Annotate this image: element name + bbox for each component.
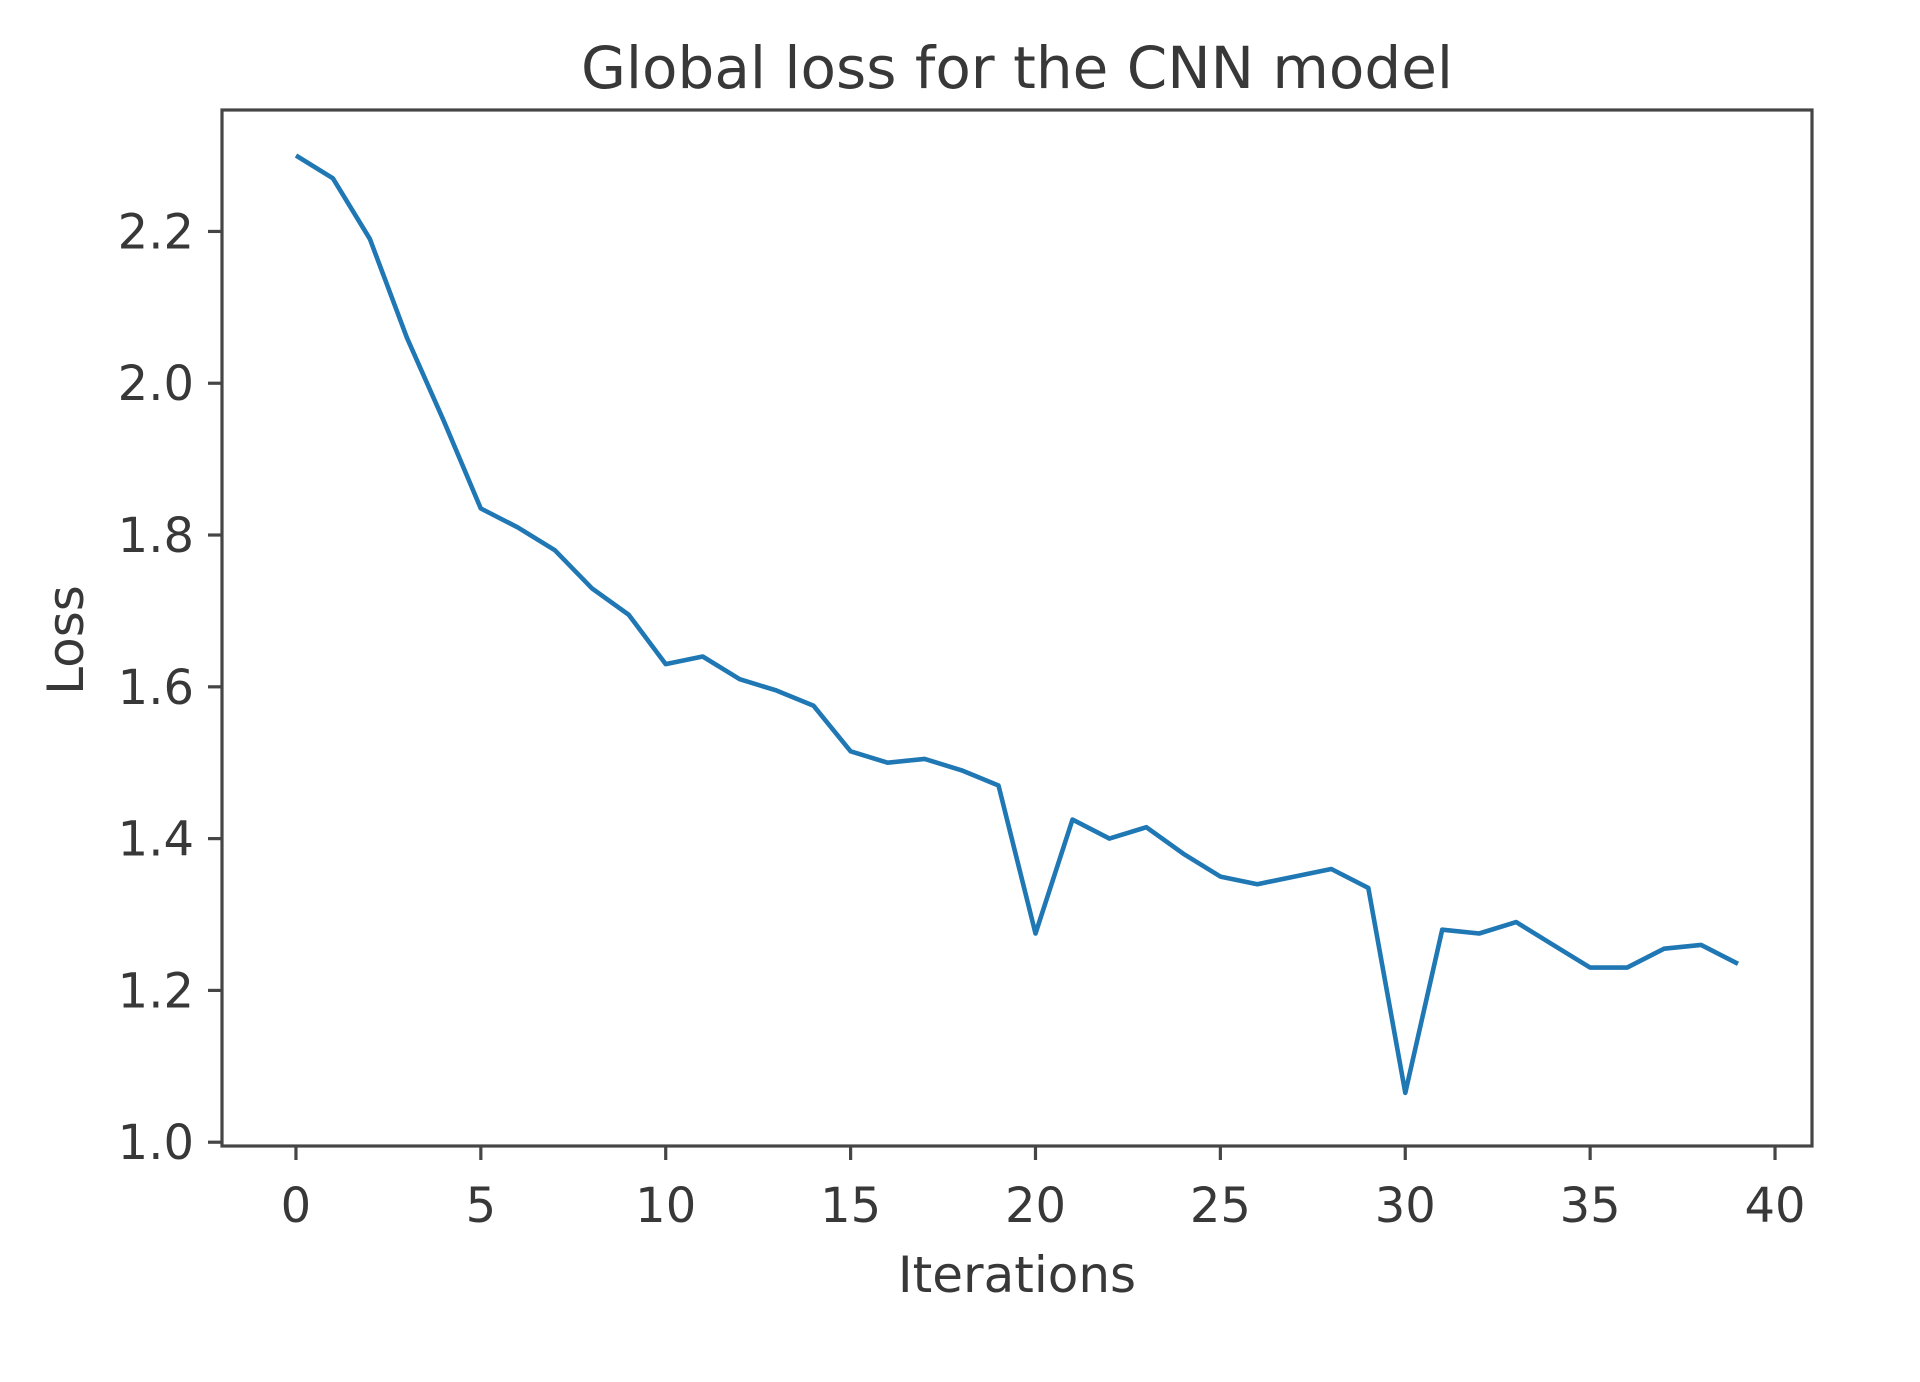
y-tick-label: 2.2 <box>118 204 194 260</box>
y-tick-label: 1.2 <box>118 963 194 1019</box>
axis-ticks <box>208 229 1777 1160</box>
y-tick-label: 1.4 <box>118 812 194 868</box>
y-axis-label: Loss <box>37 585 95 695</box>
x-tick-label: 15 <box>820 1178 881 1234</box>
x-axis-label: Iterations <box>898 1246 1136 1304</box>
y-tick-label: 1.0 <box>118 1115 194 1171</box>
plot-area <box>220 108 1814 1148</box>
axis-tick-labels: 0 5 10 15 20 25 30 35 40 1.0 1.2 1.4 1.6 1.8 2.0 2.2 <box>118 204 1806 1234</box>
x-tick-label: 25 <box>1190 1178 1251 1234</box>
y-tick-label: 2.0 <box>118 356 194 412</box>
x-tick-label: 30 <box>1375 1178 1436 1234</box>
x-tick-label: 35 <box>1560 1178 1621 1234</box>
x-tick-label: 10 <box>635 1178 696 1234</box>
y-tick-label: 1.8 <box>118 508 194 564</box>
loss-curve <box>294 153 1740 1096</box>
x-tick-label: 0 <box>281 1178 312 1234</box>
series-layer <box>294 153 1740 1096</box>
y-tick-label: 1.6 <box>118 660 194 716</box>
x-tick-label: 40 <box>1744 1178 1805 1234</box>
x-tick-label: 20 <box>1005 1178 1066 1234</box>
chart-title: Global loss for the CNN model <box>581 34 1453 102</box>
x-tick-label: 5 <box>466 1178 497 1234</box>
